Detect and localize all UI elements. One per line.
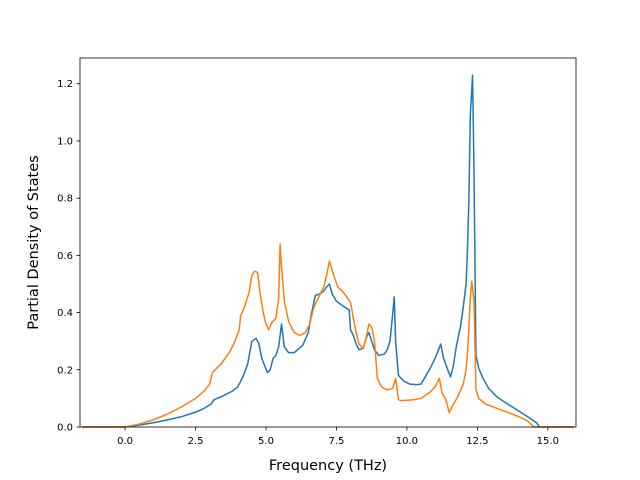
y-tick-label: 0.0	[57, 423, 73, 434]
x-axis-label: Frequency (THz)	[269, 458, 387, 474]
y-tick-label: 0.2	[57, 365, 73, 376]
plot-frame	[79, 57, 577, 428]
x-tick-label: 10.0	[396, 436, 418, 447]
x-tick-label: 5.0	[258, 436, 274, 447]
y-axis-ticks: 0.0 0.2 0.4 0.6 0.8 1.0 1.2	[57, 79, 80, 434]
x-tick-label: 15.0	[537, 436, 559, 447]
y-tick-label: 0.6	[57, 251, 73, 262]
x-tick-label: 0.0	[117, 436, 133, 447]
series-line-2	[82, 243, 574, 428]
x-axis-ticks: 0.0 2.5 5.0 7.5 10.0 12.5 15.0	[117, 427, 559, 447]
x-tick-label: 2.5	[188, 436, 204, 447]
y-tick-label: 0.4	[57, 308, 73, 319]
y-tick-label: 1.0	[57, 136, 73, 147]
x-tick-label: 12.5	[466, 436, 488, 447]
series-layer	[82, 74, 574, 428]
y-tick-label: 1.2	[57, 79, 73, 90]
y-tick-label: 0.8	[57, 194, 73, 205]
y-axis-label: Partial Density of States	[26, 155, 42, 329]
x-tick-label: 7.5	[329, 436, 345, 447]
